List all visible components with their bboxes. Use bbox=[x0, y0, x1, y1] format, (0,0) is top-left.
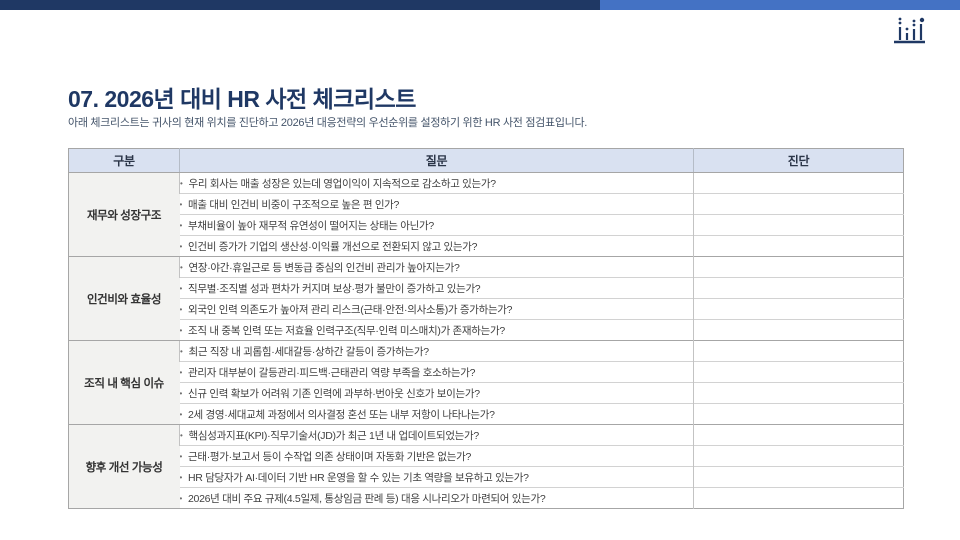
bullet-icon: • bbox=[179, 493, 183, 503]
table-row: • 인건비 증가가 기업의 생산성·이익률 개선으로 전환되지 않고 있는가? bbox=[69, 235, 904, 257]
table-row: • 2026년 대비 주요 규제(4.5일제, 통상임금 판례 등) 대응 시나리… bbox=[69, 487, 904, 509]
question-text: 외국인 인력 의존도가 높아져 관리 리스크(근태·안전·의사소통)가 증가하는… bbox=[188, 303, 513, 316]
question-text: HR 담당자가 AI·데이터 기반 HR 운영을 할 수 있는 기초 역량을 보… bbox=[188, 471, 529, 484]
diagnosis-cell bbox=[693, 466, 904, 488]
question-cell: • HR 담당자가 AI·데이터 기반 HR 운영을 할 수 있는 기초 역량을 … bbox=[179, 466, 694, 488]
column-header-question: 질문 bbox=[179, 148, 694, 173]
question-text: 연장·야간·휴일근로 등 변동급 중심의 인건비 관리가 높아지는가? bbox=[188, 261, 460, 274]
hr-checklist-table: 구분 질문 진단 재무와 성장구조 • 우리 회사는 매출 성장은 있는데 영업이익… bbox=[68, 148, 904, 509]
diagnosis-cell bbox=[693, 256, 904, 278]
diagnosis-cell bbox=[693, 319, 904, 341]
page-subtitle: 아래 체크리스트는 귀사의 현재 위치를 진단하고 2026년 대응전략의 우선… bbox=[68, 117, 588, 129]
column-header-category: 구분 bbox=[68, 148, 180, 173]
question-text: 신규 인력 확보가 어려워 기존 인력에 과부하·번아웃 신호가 보이는가? bbox=[188, 387, 480, 400]
bullet-icon: • bbox=[179, 409, 183, 419]
question-cell: • 부채비율이 높아 재무적 유연성이 떨어지는 상태는 아닌가? bbox=[179, 214, 694, 236]
table-row: 재무와 성장구조 • 우리 회사는 매출 성장은 있는데 영업이익이 지속적으로 감… bbox=[68, 172, 904, 257]
table-row: • HR 담당자가 AI·데이터 기반 HR 운영을 할 수 있는 기초 역량을 … bbox=[69, 466, 904, 488]
category-cell: 인건비와 효율성 bbox=[68, 256, 180, 341]
question-cell: • 연장·야간·휴일근로 등 변동급 중심의 인건비 관리가 높아지는가? bbox=[179, 256, 694, 278]
bullet-icon: • bbox=[179, 367, 183, 377]
question-text: 관리자 대부분이 갈등관리·피드백·근태관리 역량 부족을 호소하는가? bbox=[188, 366, 476, 379]
diagnosis-cell bbox=[693, 235, 904, 257]
question-text: 2세 경영·세대교체 과정에서 의사결정 혼선 또는 내부 저항이 나타나는가? bbox=[188, 408, 495, 421]
diagnosis-cell bbox=[693, 298, 904, 320]
question-text: 최근 직장 내 괴롭힘·세대갈등·상하간 갈등이 증가하는가? bbox=[188, 345, 430, 358]
bullet-icon: • bbox=[179, 220, 183, 230]
question-text: 부채비율이 높아 재무적 유연성이 떨어지는 상태는 아닌가? bbox=[188, 219, 434, 232]
question-cell: • 직무별·조직별 성과 편차가 커지며 보상·평가 불만이 증가하고 있는가? bbox=[179, 277, 694, 299]
diagnosis-cell bbox=[693, 445, 904, 467]
question-text: 인건비 증가가 기업의 생산성·이익률 개선으로 전환되지 않고 있는가? bbox=[188, 240, 478, 253]
diagnosis-cell bbox=[693, 487, 904, 509]
diagnosis-cell bbox=[693, 172, 904, 194]
top-accent-bar bbox=[0, 0, 960, 10]
bullet-icon: • bbox=[179, 451, 183, 461]
diagnosis-cell bbox=[693, 361, 904, 383]
diagnosis-cell bbox=[693, 403, 904, 425]
table-row: • 외국인 인력 의존도가 높아져 관리 리스크(근태·안전·의사소통)가 증가하… bbox=[69, 298, 904, 320]
question-cell: • 조직 내 중복 인력 또는 저효율 인력구조(직무·인력 미스매치)가 존재하… bbox=[179, 319, 694, 341]
bullet-icon: • bbox=[179, 388, 183, 398]
category-cell: 재무와 성장구조 bbox=[68, 172, 180, 257]
question-text: 2026년 대비 주요 규제(4.5일제, 통상임금 판례 등) 대응 시나리오… bbox=[188, 492, 546, 505]
question-cell: • 인건비 증가가 기업의 생산성·이익률 개선으로 전환되지 않고 있는가? bbox=[179, 235, 694, 257]
diagnosis-cell bbox=[693, 340, 904, 362]
diagnosis-cell bbox=[693, 382, 904, 404]
bullet-icon: • bbox=[179, 199, 183, 209]
question-cell: • 신규 인력 확보가 어려워 기존 인력에 과부하·번아웃 신호가 보이는가? bbox=[179, 382, 694, 404]
question-cell: • 근태·평가·보고서 등이 수작업 의존 상태이며 자동화 기반은 없는가? bbox=[179, 445, 694, 467]
bullet-icon: • bbox=[179, 325, 183, 335]
question-cell: • 2026년 대비 주요 규제(4.5일제, 통상임금 판례 등) 대응 시나리… bbox=[179, 487, 694, 509]
diagnosis-cell bbox=[693, 214, 904, 236]
question-cell: • 2세 경영·세대교체 과정에서 의사결정 혼선 또는 내부 저항이 나타나는가… bbox=[179, 403, 694, 425]
question-text: 매출 대비 인건비 비중이 구조적으로 높은 편 인가? bbox=[188, 198, 400, 211]
table-row: 향후 개선 가능성 • 핵심성과지표(KPI)·직무기술서(JD)가 최근 1년 내… bbox=[68, 424, 904, 509]
table-row: • 2세 경영·세대교체 과정에서 의사결정 혼선 또는 내부 저항이 나타나는가… bbox=[69, 403, 904, 425]
bullet-icon: • bbox=[180, 430, 183, 440]
question-cell: • 최근 직장 내 괴롭힘·세대갈등·상하간 갈등이 증가하는가? bbox=[179, 340, 694, 362]
table-row: • 조직 내 중복 인력 또는 저효율 인력구조(직무·인력 미스매치)가 존재하… bbox=[69, 319, 904, 341]
question-cell: • 관리자 대부분이 갈등관리·피드백·근태관리 역량 부족을 호소하는가? bbox=[179, 361, 694, 383]
top-bar-navy-segment bbox=[0, 0, 600, 10]
question-cell: • 매출 대비 인건비 비중이 구조적으로 높은 편 인가? bbox=[179, 193, 694, 215]
top-bar-blue-segment bbox=[600, 0, 960, 10]
bullet-icon: • bbox=[179, 304, 183, 314]
question-cell: • 외국인 인력 의존도가 높아져 관리 리스크(근태·안전·의사소통)가 증가하… bbox=[179, 298, 694, 320]
question-text: 핵심성과지표(KPI)·직무기술서(JD)가 최근 1년 내 업데이트되었는가? bbox=[188, 429, 480, 442]
question-text: 우리 회사는 매출 성장은 있는데 영업이익이 지속적으로 감소하고 있는가? bbox=[188, 177, 497, 190]
question-text: 직무별·조직별 성과 편차가 커지며 보상·평가 불만이 증가하고 있는가? bbox=[188, 282, 481, 295]
bullet-icon: • bbox=[179, 241, 183, 251]
category-cell: 향후 개선 가능성 bbox=[68, 424, 180, 509]
table-row: • 신규 인력 확보가 어려워 기존 인력에 과부하·번아웃 신호가 보이는가? bbox=[69, 382, 904, 404]
question-text: 근태·평가·보고서 등이 수작업 의존 상태이며 자동화 기반은 없는가? bbox=[188, 450, 471, 463]
page-title: 07. 2026년 대비 HR 사전 체크리스트 bbox=[68, 86, 416, 112]
diagnosis-cell bbox=[693, 193, 904, 215]
diagnosis-cell bbox=[693, 277, 904, 299]
table-row: • 직무별·조직별 성과 편차가 커지며 보상·평가 불만이 증가하고 있는가? bbox=[69, 277, 904, 299]
abacus-bar-chart-logo-icon bbox=[892, 16, 928, 46]
column-header-diagnosis: 진단 bbox=[693, 148, 904, 173]
question-cell: • 핵심성과지표(KPI)·직무기술서(JD)가 최근 1년 내 업데이트되었는가… bbox=[179, 424, 694, 446]
bullet-icon: • bbox=[179, 472, 183, 482]
table-row: • 매출 대비 인건비 비중이 구조적으로 높은 편 인가? bbox=[69, 193, 904, 215]
question-cell: • 우리 회사는 매출 성장은 있는데 영업이익이 지속적으로 감소하고 있는가? bbox=[179, 172, 694, 194]
table-row: • 관리자 대부분이 갈등관리·피드백·근태관리 역량 부족을 호소하는가? bbox=[69, 361, 904, 383]
bullet-icon: • bbox=[180, 178, 183, 188]
question-text: 조직 내 중복 인력 또는 저효율 인력구조(직무·인력 미스매치)가 존재하는… bbox=[188, 324, 505, 337]
bullet-icon: • bbox=[180, 346, 183, 356]
table-header-row: 구분 질문 진단 bbox=[68, 148, 904, 173]
table-row: 조직 내 핵심 이슈 • 최근 직장 내 괴롭힘·세대갈등·상하간 갈등이 증가하는… bbox=[68, 340, 904, 425]
table-row: • 부채비율이 높아 재무적 유연성이 떨어지는 상태는 아닌가? bbox=[69, 214, 904, 236]
bullet-icon: • bbox=[180, 262, 183, 272]
bullet-icon: • bbox=[179, 283, 183, 293]
diagnosis-cell bbox=[693, 424, 904, 446]
table-row: • 근태·평가·보고서 등이 수작업 의존 상태이며 자동화 기반은 없는가? bbox=[69, 445, 904, 467]
category-cell: 조직 내 핵심 이슈 bbox=[68, 340, 180, 425]
table-row: 인건비와 효율성 • 연장·야간·휴일근로 등 변동급 중심의 인건비 관리가 높아… bbox=[68, 256, 904, 341]
